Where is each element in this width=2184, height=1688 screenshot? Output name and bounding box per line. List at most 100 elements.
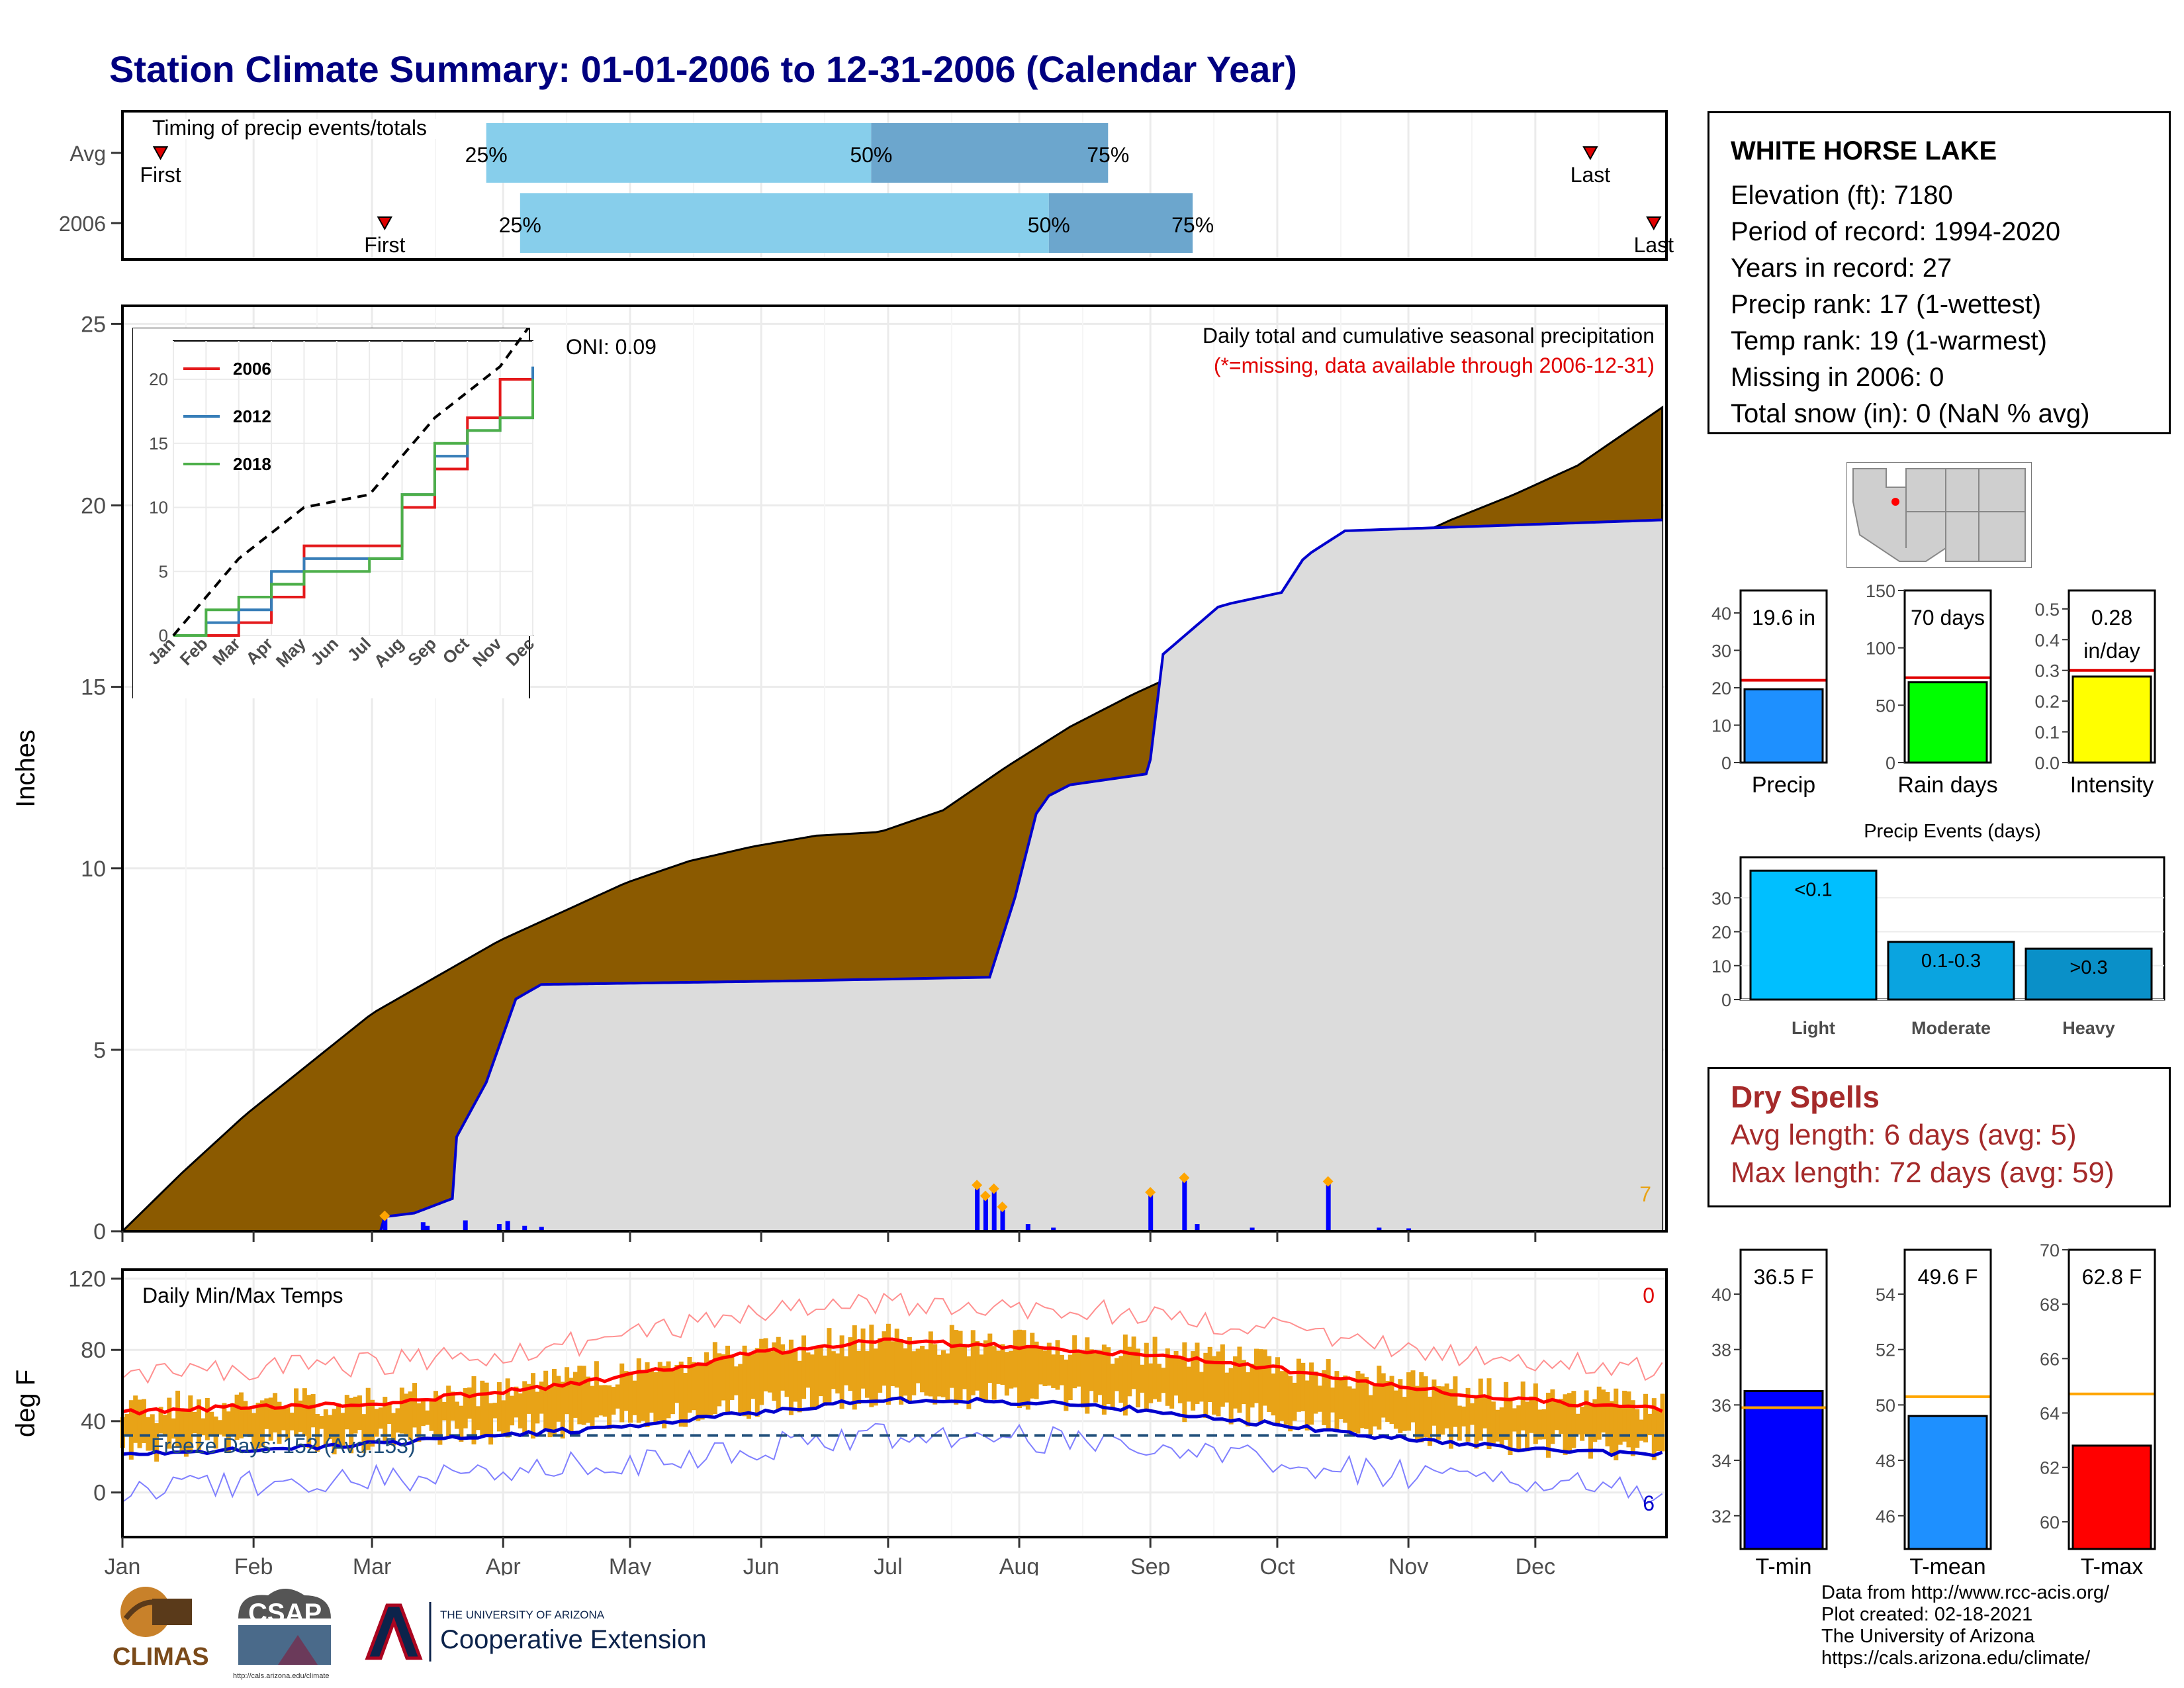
- daily-temp-range-bar: [1435, 1385, 1441, 1440]
- daily-temp-range-bar: [1262, 1349, 1267, 1406]
- daily-temp-range-bar: [1440, 1386, 1445, 1435]
- daily-temp-range-bar: [1423, 1376, 1428, 1438]
- daily-temp-range-bar: [518, 1393, 523, 1429]
- heavy-event-marker: [1179, 1172, 1190, 1184]
- temps-title: Daily Min/Max Temps: [142, 1284, 343, 1307]
- daily-temp-range-bar: [987, 1333, 993, 1383]
- daily-temp-range-bar: [1351, 1388, 1357, 1432]
- x-tick-label: Jan: [105, 1554, 141, 1575]
- y-tick-label: 50: [1876, 696, 1895, 716]
- daily-temp-range-bar: [1343, 1375, 1348, 1423]
- climas-text: CLIMAS: [113, 1643, 209, 1671]
- daily-temp-range-bar: [712, 1342, 717, 1415]
- total-bar: [1743, 688, 1824, 764]
- daily-temp-range-bar: [1237, 1346, 1242, 1413]
- temperature-chart: 0 40 80 120 Daily Min/Max Temps Freeze Days: …: [11, 1266, 1668, 1575]
- temperature-bar-charts: 32 34 36 38 40 36.5 F T-min 46 48 50 52 54 49.6 F T-m…: [1711, 1241, 2156, 1579]
- bar-value-label: 0.28: [2091, 606, 2132, 630]
- daily-temp-range-bar: [632, 1380, 637, 1415]
- daily-temp-range-bar: [569, 1378, 574, 1433]
- daily-precip-bar: [505, 1221, 510, 1231]
- daily-precip-bar: [1051, 1227, 1056, 1231]
- daily-temp-range-bar: [793, 1348, 798, 1402]
- daily-temp-range-bar: [1368, 1395, 1373, 1435]
- daily-precip-bar: [420, 1222, 426, 1231]
- daily-temp-range-bar: [1381, 1373, 1386, 1418]
- daily-temp-range-bar: [708, 1360, 713, 1416]
- daily-temp-range-bar: [146, 1417, 151, 1451]
- daily-temp-range-bar: [809, 1354, 815, 1409]
- daily-temp-range-bar: [441, 1401, 447, 1421]
- daily-temp-range-bar: [662, 1366, 667, 1429]
- daily-temp-range-bar: [1089, 1349, 1094, 1391]
- daily-temp-range-bar: [323, 1409, 328, 1446]
- heavy-event-marker: [997, 1201, 1008, 1213]
- daily-temp-range-bar: [162, 1415, 167, 1435]
- first-event-marker: [377, 216, 392, 231]
- daily-temp-range-bar: [856, 1350, 862, 1404]
- y-axis-label: Inches: [11, 729, 40, 808]
- inset-y-tick-label: 0: [159, 626, 168, 645]
- daily-temp-range-bar: [1580, 1406, 1585, 1441]
- daily-temp-range-bar: [1651, 1398, 1657, 1460]
- daily-temp-range-bar: [1490, 1401, 1496, 1444]
- daily-temp-range-bar: [1630, 1400, 1635, 1456]
- daily-temp-range-bar: [179, 1408, 185, 1452]
- daily-temp-range-bar: [1359, 1373, 1365, 1429]
- daily-temp-range-bar: [577, 1366, 582, 1425]
- daily-temp-range-bar: [547, 1385, 553, 1438]
- event-bar: [1887, 941, 2015, 1001]
- daily-temp-range-bar: [1051, 1354, 1056, 1388]
- daily-temp-range-bar: [886, 1323, 891, 1405]
- precip-title: Daily total and cumulative seasonal prec…: [1203, 324, 1655, 348]
- daily-temp-range-bar: [268, 1397, 273, 1441]
- inset-y-tick-label: 5: [159, 561, 168, 581]
- ua-logo: THE UNIVERSITY OF ARIZONA Cooperative Ex…: [357, 1602, 706, 1662]
- inset-avg-line: [172, 328, 530, 637]
- daily-temp-range-bar: [222, 1403, 227, 1437]
- total-bar: [2071, 1444, 2152, 1550]
- daily-precip-bar: [463, 1220, 468, 1231]
- station-info-line: Years in record: 27: [1731, 254, 1952, 283]
- daily-temp-range-bar: [294, 1388, 299, 1436]
- daily-temp-range-bar: [526, 1383, 531, 1414]
- heavy-event-marker: [979, 1190, 991, 1201]
- daily-temp-range-bar: [911, 1351, 917, 1395]
- daily-temp-range-bar: [158, 1407, 163, 1434]
- y-tick-label: 30: [1711, 641, 1731, 661]
- daily-temp-range-bar: [1122, 1335, 1128, 1416]
- daily-temp-range-bar: [1161, 1368, 1166, 1393]
- daily-temp-range-bar: [1118, 1356, 1124, 1403]
- daily-temp-range-bar: [1377, 1366, 1382, 1430]
- daily-temp-range-bar: [463, 1387, 468, 1429]
- daily-temp-range-bar: [763, 1338, 768, 1391]
- y-tick-label: 0.2: [2034, 692, 2060, 712]
- daily-temp-range-bar: [835, 1353, 841, 1394]
- daily-precip-bar: [1025, 1224, 1030, 1231]
- y-tick-label: 62: [2040, 1458, 2060, 1478]
- cumulative-2006-area: [122, 520, 1662, 1231]
- inset-series-line: [173, 373, 534, 637]
- y-tick-label: 66: [2040, 1349, 2060, 1369]
- event-bar: [1749, 869, 1878, 1001]
- temps-frame: [121, 1268, 1668, 1538]
- daily-temp-range-bar: [560, 1382, 565, 1439]
- daily-temp-range-bar: [1584, 1390, 1589, 1434]
- bar-panel-frame: [1739, 1248, 1828, 1550]
- daily-temp-range-bar: [1614, 1388, 1619, 1461]
- locator-map: [1846, 462, 2032, 568]
- precip-events-chart: Precip Events (days) 0 10 20 30 <0.1 Light 0.1-…: [1711, 821, 2165, 1038]
- timing-p75-label: 75%: [1171, 213, 1214, 237]
- event-bar-label: >0.3: [2070, 957, 2107, 978]
- daily-temp-range-bar: [1567, 1393, 1572, 1453]
- bar-category-label: Intensity: [2070, 773, 2154, 798]
- daily-temp-range-bar: [657, 1362, 662, 1421]
- daily-temp-range-bar: [197, 1399, 202, 1450]
- x-tick-label: Nov: [1388, 1554, 1428, 1575]
- y-tick-label: 0.5: [2034, 600, 2060, 620]
- daily-temp-range-bar: [510, 1395, 515, 1426]
- daily-temp-range-bar: [496, 1382, 502, 1432]
- y-tick-label: 150: [1866, 581, 1895, 601]
- daily-temp-range-bar: [1169, 1356, 1175, 1409]
- daily-temp-range-bar: [1474, 1395, 1479, 1449]
